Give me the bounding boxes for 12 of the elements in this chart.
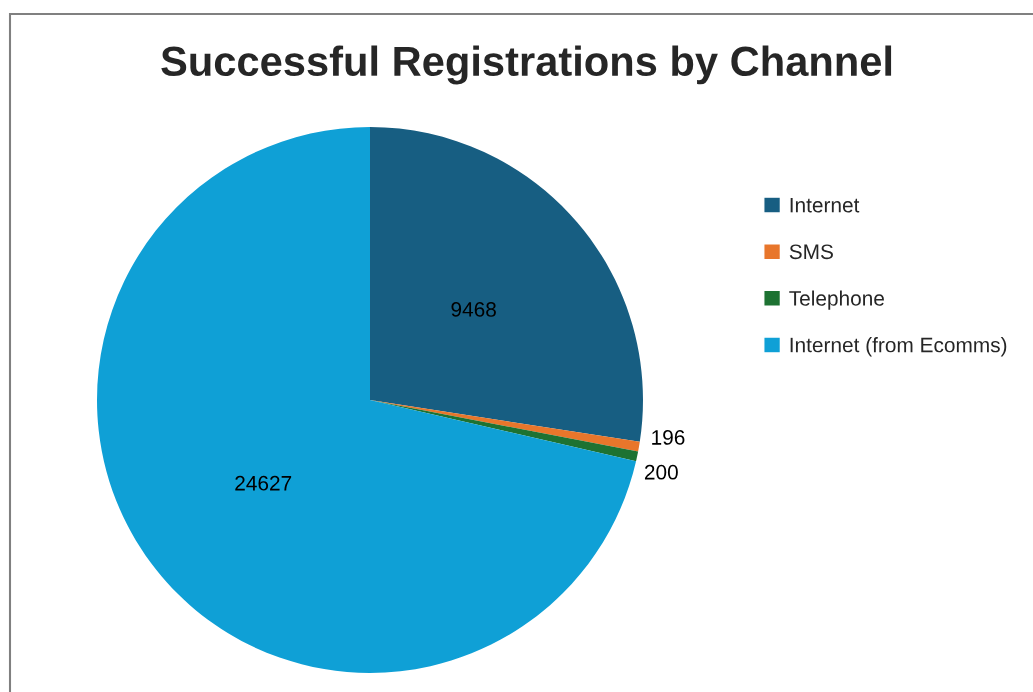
- pie-slice: [370, 400, 639, 462]
- data-label: 24627: [235, 475, 292, 491]
- legend-label: Telephone: [789, 290, 884, 310]
- legend-label: Internet: [790, 197, 860, 213]
- data-label: 9468: [451, 302, 496, 317]
- data-label: 196: [652, 430, 685, 445]
- legend-label: Internet (from Ecomms): [790, 337, 1007, 357]
- pie-slice: [370, 127, 643, 442]
- data-label: 200: [644, 464, 678, 480]
- legend-label: SMS: [789, 244, 833, 260]
- chart-title: Successful Registrations by Channel: [161, 45, 892, 85]
- pie-slice: [97, 127, 637, 673]
